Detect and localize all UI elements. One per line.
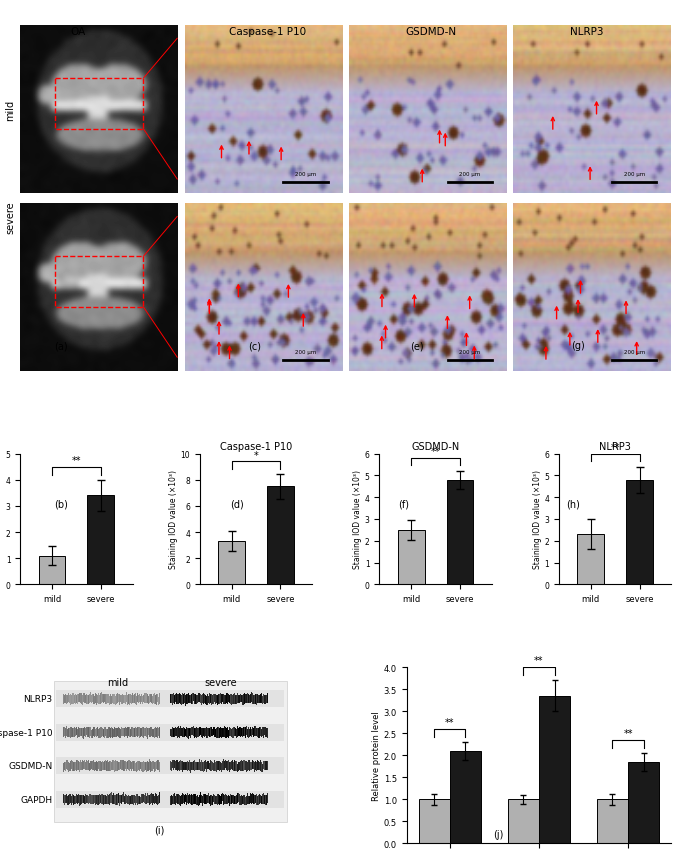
- Text: mild: mild: [5, 101, 15, 121]
- Text: 200 μm: 200 μm: [295, 349, 316, 354]
- Text: GSDMD-N: GSDMD-N: [405, 27, 456, 37]
- Bar: [56, 79, 143, 130]
- Text: GSDMD-N: GSDMD-N: [8, 762, 52, 770]
- Text: (a): (a): [54, 341, 68, 351]
- Text: *: *: [254, 450, 258, 460]
- Text: **: **: [534, 655, 544, 665]
- Bar: [418, 799, 450, 843]
- Text: GAPDH: GAPDH: [20, 795, 52, 804]
- Bar: [56, 757, 284, 774]
- Bar: [267, 486, 294, 584]
- Text: **: **: [431, 446, 440, 457]
- Text: (g): (g): [571, 341, 584, 351]
- Text: (b): (b): [54, 498, 68, 509]
- Title: GSDMD-N: GSDMD-N: [412, 442, 460, 452]
- Bar: [628, 762, 659, 843]
- Text: **: **: [445, 717, 454, 728]
- Bar: [597, 799, 628, 843]
- Y-axis label: Relative protein level: Relative protein level: [372, 711, 381, 800]
- Text: NLRP3: NLRP3: [23, 694, 52, 704]
- Bar: [56, 791, 284, 808]
- Y-axis label: Staining IOD value (×10³): Staining IOD value (×10³): [533, 470, 542, 569]
- Title: Caspase-1 P10: Caspase-1 P10: [220, 442, 292, 452]
- Bar: [56, 724, 284, 741]
- Text: Caspase-1 P10: Caspase-1 P10: [0, 728, 52, 737]
- Text: **: **: [623, 728, 633, 738]
- Bar: [56, 257, 143, 308]
- Text: 200 μm: 200 μm: [459, 349, 481, 354]
- Bar: [39, 556, 66, 584]
- Text: (i): (i): [154, 825, 165, 835]
- Text: NLRP3: NLRP3: [570, 27, 603, 37]
- Text: **: **: [72, 456, 81, 466]
- Bar: [87, 496, 115, 584]
- Y-axis label: Staining IOD value (×10³): Staining IOD value (×10³): [169, 470, 178, 569]
- Text: (h): (h): [566, 498, 580, 509]
- Text: Caspase-1 P10: Caspase-1 P10: [229, 27, 306, 37]
- Text: 200 μm: 200 μm: [459, 171, 481, 176]
- Bar: [626, 481, 653, 584]
- Text: (f): (f): [398, 498, 409, 509]
- Text: **: **: [610, 443, 620, 452]
- Text: (d): (d): [231, 498, 244, 509]
- Bar: [54, 682, 287, 822]
- Text: severe: severe: [5, 201, 15, 233]
- Title: NLRP3: NLRP3: [599, 442, 631, 452]
- Text: mild: mild: [107, 677, 128, 687]
- Text: 200 μm: 200 μm: [624, 349, 645, 354]
- Text: 200 μm: 200 μm: [295, 171, 316, 176]
- Y-axis label: MRI score: MRI score: [0, 501, 3, 538]
- Y-axis label: Staining IOD value (×10³): Staining IOD value (×10³): [353, 470, 362, 569]
- Bar: [56, 690, 284, 707]
- Text: severe: severe: [204, 677, 237, 687]
- Bar: [508, 799, 539, 843]
- Text: 200 μm: 200 μm: [624, 171, 645, 176]
- Bar: [218, 542, 245, 584]
- Bar: [450, 751, 481, 843]
- Bar: [398, 530, 424, 584]
- Text: (j): (j): [493, 829, 504, 839]
- Text: (e): (e): [410, 341, 424, 351]
- Text: OA: OA: [71, 27, 85, 37]
- Bar: [577, 534, 604, 584]
- Bar: [539, 696, 570, 843]
- Bar: [447, 481, 473, 584]
- Text: (c): (c): [247, 341, 261, 351]
